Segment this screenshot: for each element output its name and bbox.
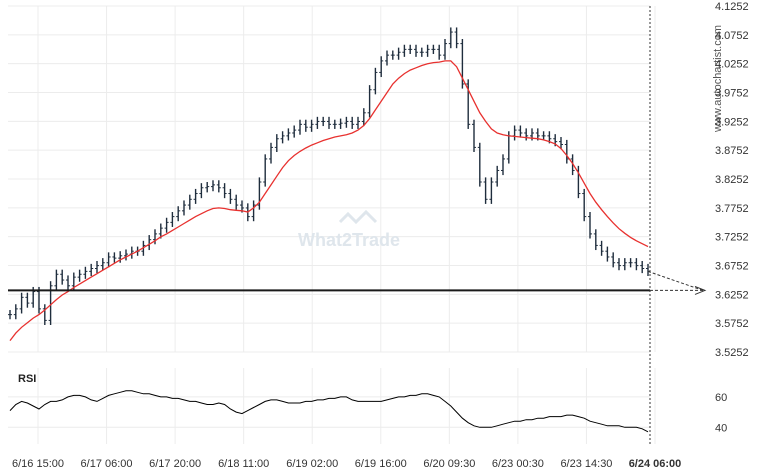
price-tick-label: 3.9752 (715, 88, 749, 100)
rsi-axis: 60 40 (715, 392, 727, 434)
price-bars (8, 27, 650, 326)
time-tick-label: 6/17 20:00 (149, 458, 201, 470)
rsi-grid (8, 368, 656, 444)
price-tick-label: 3.5252 (715, 347, 749, 359)
time-tick-label: 6/24 06:00 (629, 458, 682, 470)
time-tick-label: 6/20 09:30 (423, 458, 475, 470)
price-tick-label: 4.0752 (715, 30, 749, 42)
time-tick-label: 6/23 00:30 (492, 458, 544, 470)
price-tick-label: 4.0252 (715, 59, 749, 71)
price-tick-label: 3.6252 (715, 289, 749, 301)
brand-text: www.autochartist.com (712, 25, 724, 133)
price-axis: 4.1252 4.0752 4.0252 3.9752 3.9252 3.8752 3.82… (715, 1, 749, 359)
rsi-line (9, 390, 649, 433)
arrow-head-icon (694, 285, 707, 295)
moving-average-line (9, 60, 649, 341)
price-tick-label: 3.5752 (715, 318, 749, 330)
watermark: What2Trade (298, 209, 400, 250)
price-tick-label: 3.6752 (715, 261, 749, 273)
price-tick-label: 3.9252 (715, 116, 749, 128)
time-axis: 6/16 15:00 6/17 06:00 6/17 20:00 6/18 11:00… (12, 458, 681, 470)
time-tick-label: 6/18 11:00 (218, 458, 269, 470)
price-tick-label: 3.7752 (715, 203, 749, 215)
price-tick-label: 3.7252 (715, 232, 749, 244)
rsi-tick-label: 60 (715, 392, 727, 404)
price-tick-label: 4.1252 (715, 1, 749, 13)
watermark-logo-icon (338, 209, 378, 225)
time-tick-label: 6/19 02:00 (286, 458, 338, 470)
rsi-panel-title: RSI (18, 373, 36, 385)
time-tick-label: 6/16 15:00 (12, 458, 64, 470)
support-level (8, 270, 707, 295)
watermark-text: What2Trade (298, 230, 400, 250)
rsi-tick-label: 40 (715, 422, 727, 434)
main-grid (8, 5, 656, 353)
time-tick-label: 6/23 14:30 (560, 458, 612, 470)
price-tick-label: 3.8252 (715, 174, 749, 186)
time-tick-label: 6/17 06:00 (81, 458, 133, 470)
rsi-series (9, 390, 649, 433)
price-tick-label: 3.8752 (715, 145, 749, 157)
moving-average (9, 60, 649, 341)
time-tick-label: 6/19 16:00 (355, 458, 407, 470)
